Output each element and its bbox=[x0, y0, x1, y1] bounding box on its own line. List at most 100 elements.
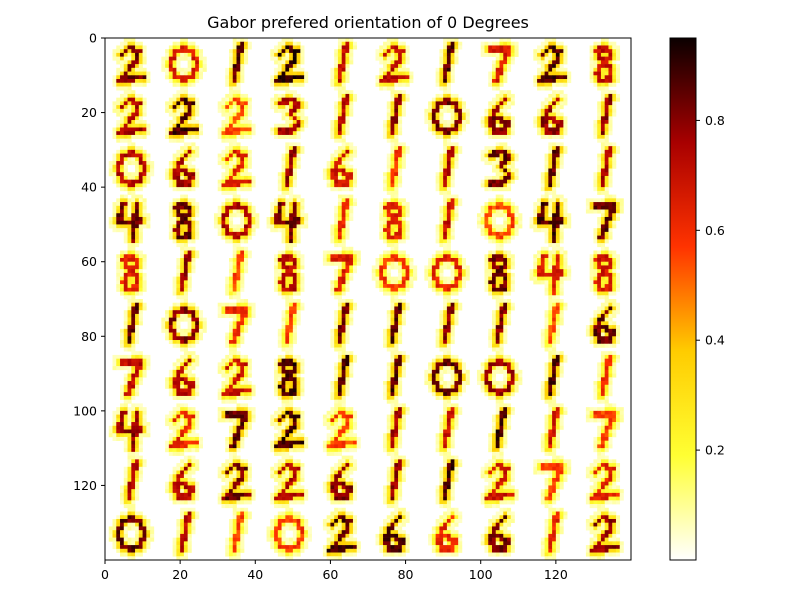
heatmap-cell bbox=[435, 108, 440, 113]
heatmap-cell bbox=[195, 328, 200, 333]
heatmap-cell bbox=[552, 60, 557, 65]
heatmap-cell bbox=[127, 228, 132, 233]
heatmap-cell bbox=[555, 168, 560, 173]
heatmap-cell bbox=[612, 276, 617, 281]
heatmap-cell bbox=[135, 179, 140, 184]
heatmap-cell bbox=[495, 172, 500, 177]
heatmap-cell bbox=[247, 120, 252, 125]
heatmap-cell bbox=[394, 220, 399, 225]
heatmap-cell bbox=[232, 157, 237, 162]
heatmap-cell bbox=[510, 205, 515, 210]
heatmap-cell bbox=[191, 67, 196, 72]
heatmap-cell bbox=[131, 213, 136, 218]
heatmap-cell bbox=[281, 183, 286, 188]
heatmap-cell bbox=[450, 209, 455, 214]
heatmap-cell bbox=[112, 105, 117, 110]
heatmap-cell bbox=[195, 179, 200, 184]
heatmap-cell bbox=[123, 198, 128, 203]
heatmap-cell bbox=[165, 67, 170, 72]
heatmap-cell bbox=[488, 205, 493, 210]
heatmap-cell bbox=[195, 123, 200, 128]
heatmap-cell bbox=[356, 261, 361, 266]
heatmap-cell bbox=[341, 291, 346, 296]
heatmap-cell bbox=[240, 250, 245, 255]
heatmap-cell bbox=[285, 179, 290, 184]
heatmap-cell bbox=[443, 149, 448, 154]
heatmap-cell bbox=[439, 265, 444, 270]
heatmap-cell bbox=[612, 202, 617, 207]
heatmap-cell bbox=[116, 105, 121, 110]
heatmap-cell bbox=[608, 101, 613, 106]
heatmap-cell bbox=[172, 231, 177, 236]
heatmap-cell bbox=[334, 280, 339, 285]
heatmap-cell bbox=[435, 101, 440, 106]
heatmap-cell bbox=[484, 220, 489, 225]
heatmap-cell bbox=[537, 228, 542, 233]
heatmap-cell bbox=[176, 340, 181, 345]
heatmap-cell bbox=[225, 202, 230, 207]
heatmap-cell bbox=[217, 310, 222, 315]
heatmap-cell bbox=[274, 269, 279, 274]
heatmap-cell bbox=[593, 82, 598, 87]
heatmap-cell bbox=[507, 284, 512, 289]
heatmap-cell bbox=[289, 82, 294, 87]
heatmap-cell bbox=[544, 56, 549, 61]
heatmap-cell bbox=[612, 45, 617, 50]
heatmap-cell bbox=[597, 261, 602, 266]
heatmap-cell bbox=[217, 105, 222, 110]
heatmap-cell bbox=[597, 284, 602, 289]
heatmap-cell bbox=[240, 310, 245, 315]
heatmap-cell bbox=[491, 79, 497, 84]
heatmap-cell bbox=[379, 82, 384, 87]
heatmap-cell bbox=[386, 280, 391, 285]
heatmap-cell bbox=[548, 108, 553, 113]
heatmap-cell bbox=[187, 280, 192, 285]
heatmap-cell bbox=[390, 134, 395, 139]
heatmap-cell bbox=[138, 202, 143, 207]
heatmap-cell bbox=[131, 276, 136, 281]
heatmap-cell bbox=[251, 205, 256, 210]
heatmap-cell bbox=[612, 105, 617, 110]
heatmap-cell bbox=[274, 272, 279, 277]
heatmap-cell bbox=[168, 138, 173, 143]
heatmap-cell bbox=[401, 149, 406, 154]
heatmap-cell bbox=[135, 75, 140, 80]
heatmap-cell bbox=[544, 79, 549, 84]
heatmap-cell bbox=[612, 149, 617, 154]
heatmap-cell bbox=[401, 224, 406, 229]
heatmap-cell bbox=[612, 79, 617, 84]
heatmap-cell bbox=[337, 105, 342, 110]
heatmap-cell bbox=[401, 265, 406, 270]
heatmap-cell bbox=[165, 336, 170, 341]
heatmap-cell bbox=[232, 60, 237, 65]
heatmap-cell bbox=[503, 183, 508, 188]
heatmap-cell bbox=[352, 175, 358, 180]
heatmap-cell bbox=[540, 216, 545, 221]
heatmap-cell bbox=[225, 239, 230, 244]
heatmap-cell bbox=[247, 45, 252, 50]
heatmap-cell bbox=[597, 175, 602, 180]
heatmap-cell bbox=[503, 116, 508, 121]
heatmap-cell bbox=[405, 257, 410, 263]
heatmap-cell bbox=[120, 45, 125, 50]
heatmap-cell bbox=[507, 220, 512, 225]
heatmap-cell bbox=[289, 287, 294, 292]
heatmap-cell bbox=[341, 97, 346, 102]
heatmap-cell bbox=[172, 317, 177, 322]
heatmap-cell bbox=[345, 116, 350, 121]
heatmap-cell bbox=[443, 202, 448, 207]
heatmap-cell bbox=[228, 56, 234, 61]
heatmap-cell bbox=[281, 213, 286, 218]
heatmap-cell bbox=[274, 67, 279, 72]
heatmap-cell bbox=[600, 38, 605, 43]
heatmap-cell bbox=[172, 310, 177, 315]
heatmap-cell bbox=[165, 131, 170, 136]
heatmap-cell bbox=[537, 202, 542, 207]
heatmap-cell bbox=[394, 202, 399, 207]
heatmap-cell bbox=[304, 75, 309, 80]
heatmap-cell bbox=[454, 120, 459, 125]
heatmap-cell bbox=[589, 71, 594, 76]
heatmap-cell bbox=[292, 239, 297, 244]
heatmap-cell bbox=[138, 321, 143, 326]
heatmap-cell bbox=[484, 257, 489, 263]
